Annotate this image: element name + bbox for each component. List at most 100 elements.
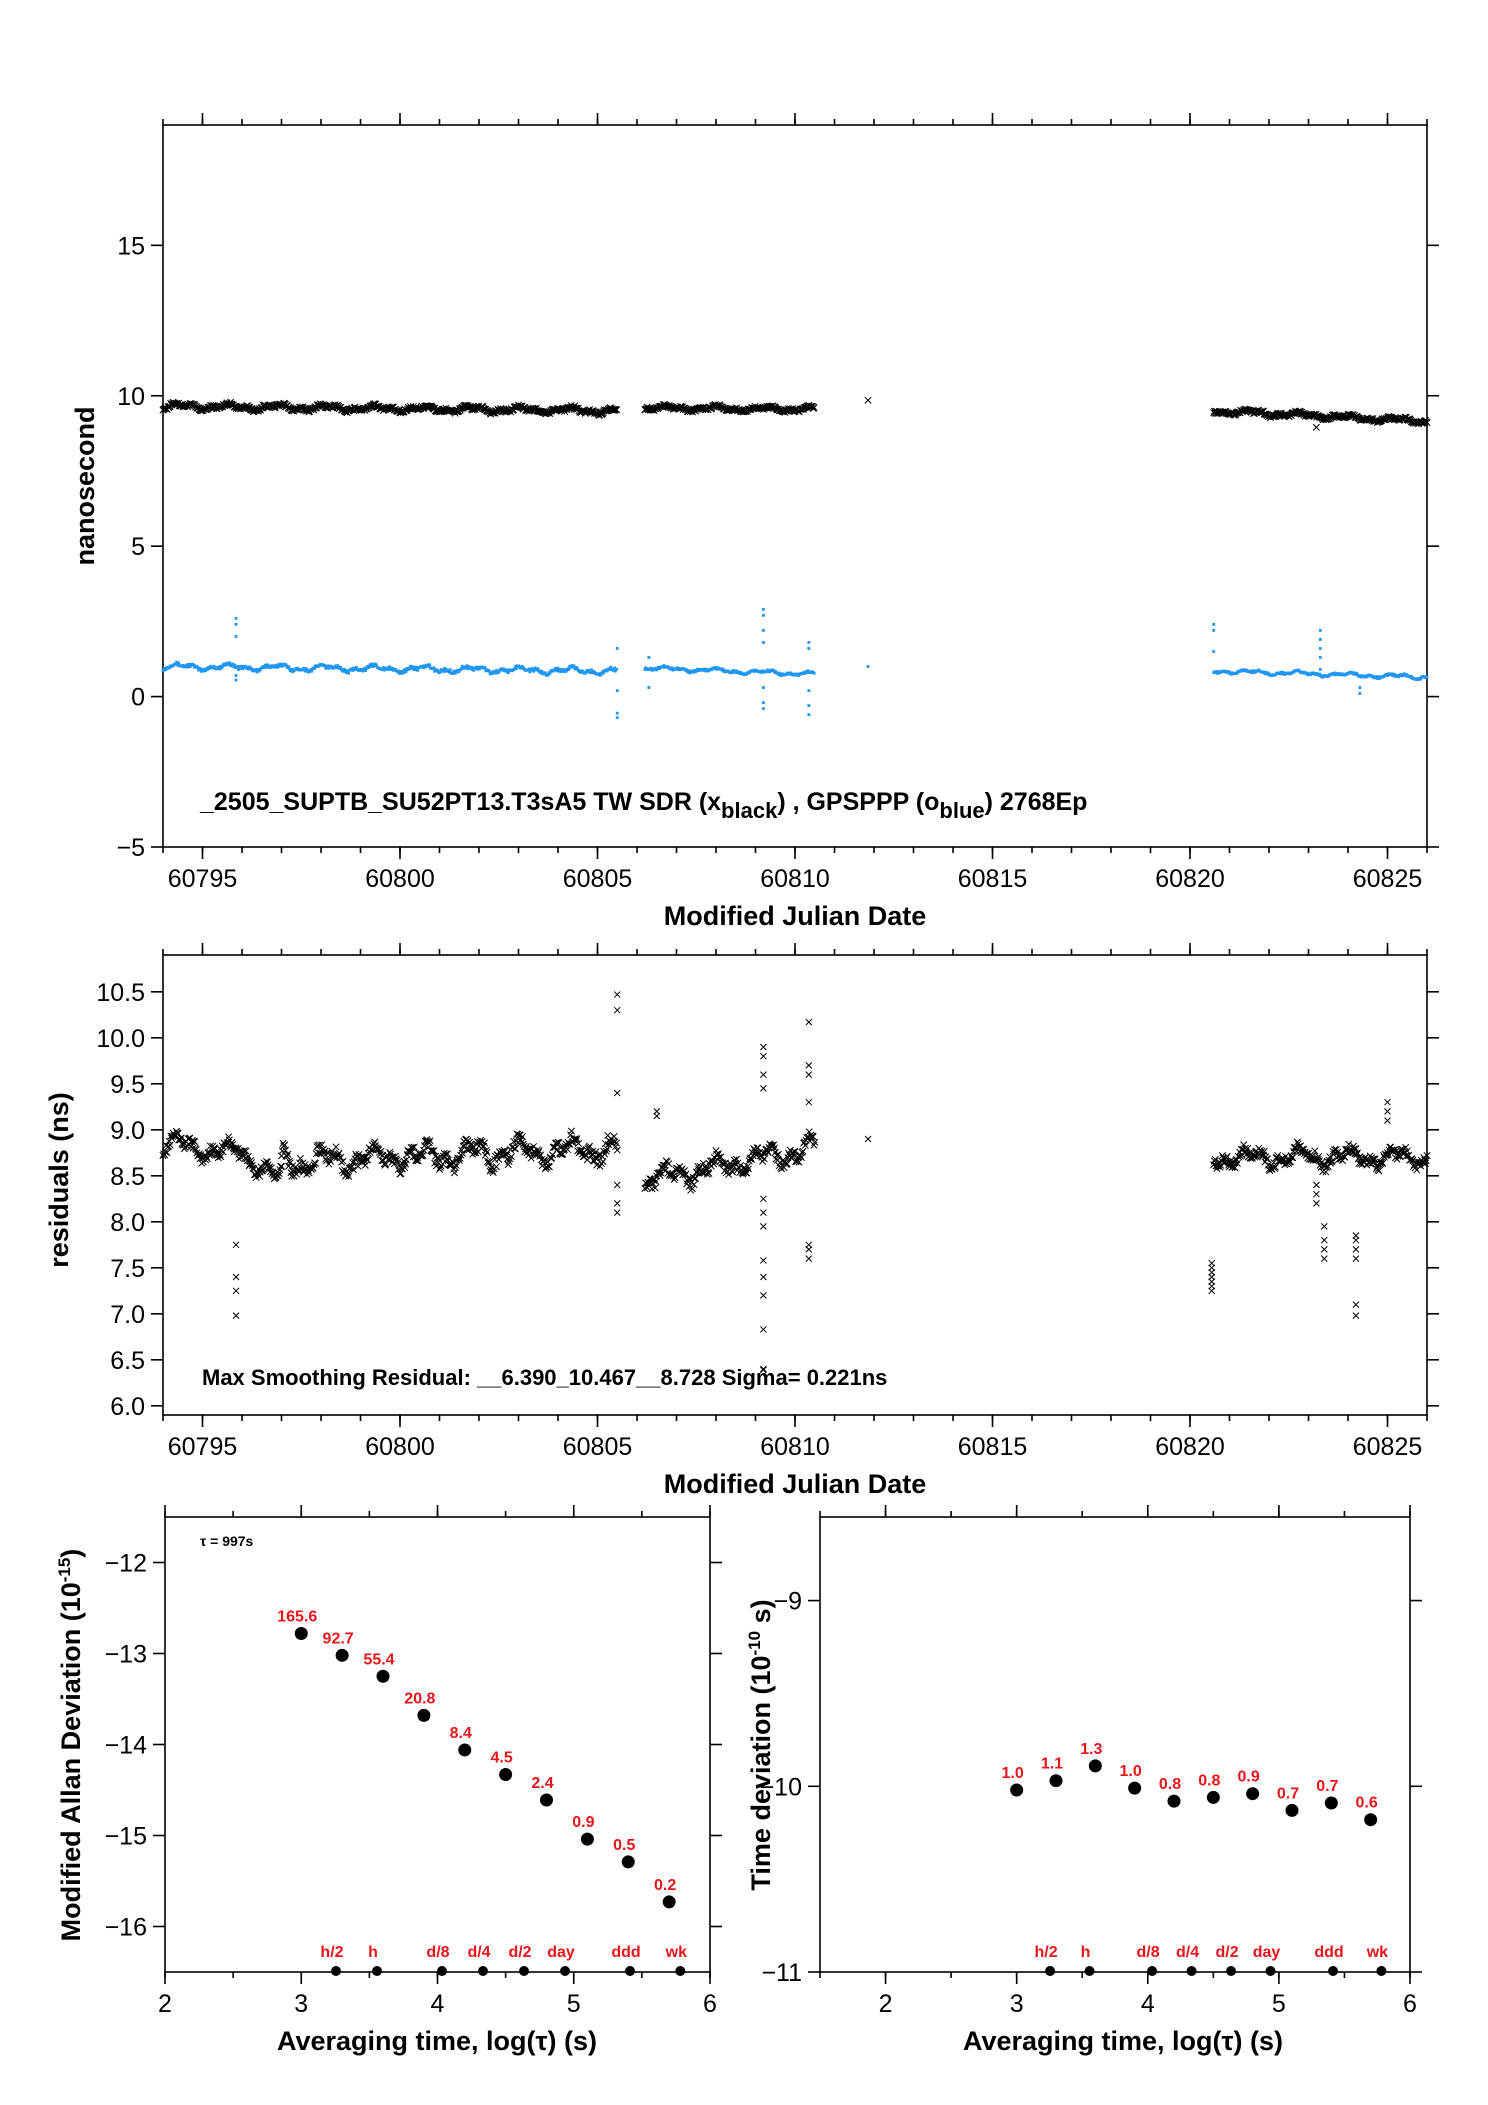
data-point-x-marker: [391, 1152, 399, 1160]
data-point-o-marker: [323, 664, 327, 668]
data-point-x-marker: [665, 1160, 673, 1168]
mdev-interval-marker: [675, 1966, 686, 1976]
data-point-o-marker: [587, 668, 591, 672]
data-point-x-marker: [753, 1144, 761, 1152]
data-point-o-marker: [495, 668, 498, 672]
tdev-interval-marker: [1186, 1966, 1197, 1976]
mdev-interval-marker: [372, 1966, 383, 1976]
data-point-o-marker: [531, 667, 535, 671]
mdev-x-axis-title: Averaging time, log(τ) (s): [277, 2026, 597, 2056]
tdev-interval-marker: [1226, 1966, 1237, 1976]
data-point-o-marker: [264, 666, 268, 669]
data-point-o-marker: [662, 664, 666, 667]
data-point-x-marker: [647, 1175, 655, 1183]
data-point-x-marker: [791, 1148, 799, 1156]
data-point-x-marker: [573, 1135, 581, 1143]
data-point-o-marker: [237, 664, 241, 668]
data-point-x-marker: [1208, 1287, 1216, 1295]
mdev-y-tick-label: −15: [105, 1823, 147, 1851]
data-point-o-marker: [369, 663, 373, 666]
data-point-x-marker: [760, 1326, 767, 1333]
data-point-x-marker: [349, 1166, 357, 1174]
data-point-x-marker: [484, 1157, 492, 1166]
data-point-o-marker: [1283, 673, 1287, 676]
data-point-o-marker: [613, 666, 616, 670]
data-point-x-marker: [1379, 1159, 1387, 1167]
data-point-o-marker: [684, 668, 688, 671]
data-point-o-marker: [656, 667, 660, 671]
data-point-o-marker: [612, 668, 616, 672]
data-point-x-marker: [161, 1148, 169, 1156]
data-point-x-marker: [1320, 1223, 1328, 1230]
tdev-y-axis-title: Time deviation (10-10 s): [745, 1599, 776, 1890]
tdev-interval-marker: [1265, 1966, 1276, 1976]
data-point-o-marker: [276, 665, 280, 669]
data-point-o-marker: [774, 670, 778, 673]
data-point-x-marker: [1324, 1163, 1332, 1171]
data-point-x-marker: [1353, 1150, 1361, 1158]
data-point-o-marker: [197, 666, 201, 670]
data-point-x-marker: [364, 1156, 372, 1164]
data-point-o-marker: [354, 665, 358, 669]
data-point-o-marker: [598, 673, 601, 677]
data-point-x-marker: [414, 1157, 422, 1165]
main-x-tick-label: 60820: [1155, 865, 1225, 893]
tdev-interval-label: ddd: [1314, 1944, 1343, 1961]
data-point-o-marker: [599, 673, 603, 677]
data-point-o-marker: [590, 668, 594, 672]
data-point-o-marker: [609, 665, 613, 669]
data-point-x-marker: [809, 1133, 817, 1141]
data-point-x-marker: [455, 1156, 463, 1164]
data-point-x-marker: [1320, 1246, 1328, 1253]
tdev-point-label: 0.8: [1159, 1776, 1181, 1793]
data-point-o-marker: [514, 664, 518, 668]
data-point-x-marker: [1399, 1149, 1407, 1157]
data-point-o-marker: [234, 635, 238, 638]
tdev-interval-marker: [1328, 1966, 1339, 1976]
data-point-x-marker: [1289, 1154, 1297, 1162]
data-point-o-marker: [254, 668, 258, 672]
data-point-o-marker: [189, 664, 193, 668]
data-point-x-marker: [518, 1133, 527, 1141]
mdev-data-point: [335, 1648, 349, 1662]
data-point-o-marker: [528, 670, 532, 674]
residuals-y-tick-label: 6.5: [110, 1347, 145, 1375]
data-point-x-marker: [574, 1139, 583, 1147]
data-point-o-marker: [381, 668, 385, 671]
data-point-x-marker: [1231, 1164, 1239, 1172]
data-point-x-marker: [760, 1052, 767, 1060]
data-point-o-marker: [504, 669, 508, 673]
mdev-x-tick-label: 6: [703, 1990, 717, 2018]
data-point-o-marker: [602, 671, 606, 675]
mdev-interval-marker: [625, 1966, 636, 1976]
data-point-x-marker: [613, 991, 621, 998]
tdev-x-axis-title: Averaging time, log(τ) (s): [963, 2026, 1283, 2056]
data-point-o-marker: [1377, 675, 1381, 679]
data-point-o-marker: [409, 665, 413, 669]
data-point-o-marker: [402, 668, 406, 672]
mdev-interval-marker: [436, 1966, 447, 1976]
data-point-x-marker: [805, 1098, 813, 1106]
data-point-o-marker: [443, 669, 447, 673]
data-point-o-marker: [246, 665, 250, 669]
data-point-x-marker: [1390, 1146, 1398, 1154]
data-point-o-marker: [1318, 668, 1322, 671]
data-point-o-marker: [205, 668, 209, 671]
data-point-o-marker: [788, 673, 792, 676]
data-point-o-marker: [1327, 674, 1331, 678]
data-point-o-marker: [234, 622, 238, 626]
data-point-x-marker: [410, 1143, 418, 1151]
data-point-o-marker: [1318, 647, 1322, 650]
data-point-x-marker: [760, 1071, 767, 1078]
main-y-axis-title: nanosecond: [70, 406, 100, 565]
data-point-o-marker: [497, 670, 501, 673]
data-point-o-marker: [334, 664, 338, 668]
tdev-ylabel-exp: -10: [745, 1631, 764, 1656]
mdev-data-point: [580, 1832, 594, 1846]
data-point-o-marker: [416, 668, 419, 672]
data-point-o-marker: [720, 667, 724, 671]
main-x-tick-label: 60805: [563, 865, 633, 893]
residuals-y-tick-label: 6.0: [110, 1393, 145, 1421]
mdev-data-point: [621, 1855, 635, 1869]
data-point-x-marker: [1402, 1143, 1410, 1151]
